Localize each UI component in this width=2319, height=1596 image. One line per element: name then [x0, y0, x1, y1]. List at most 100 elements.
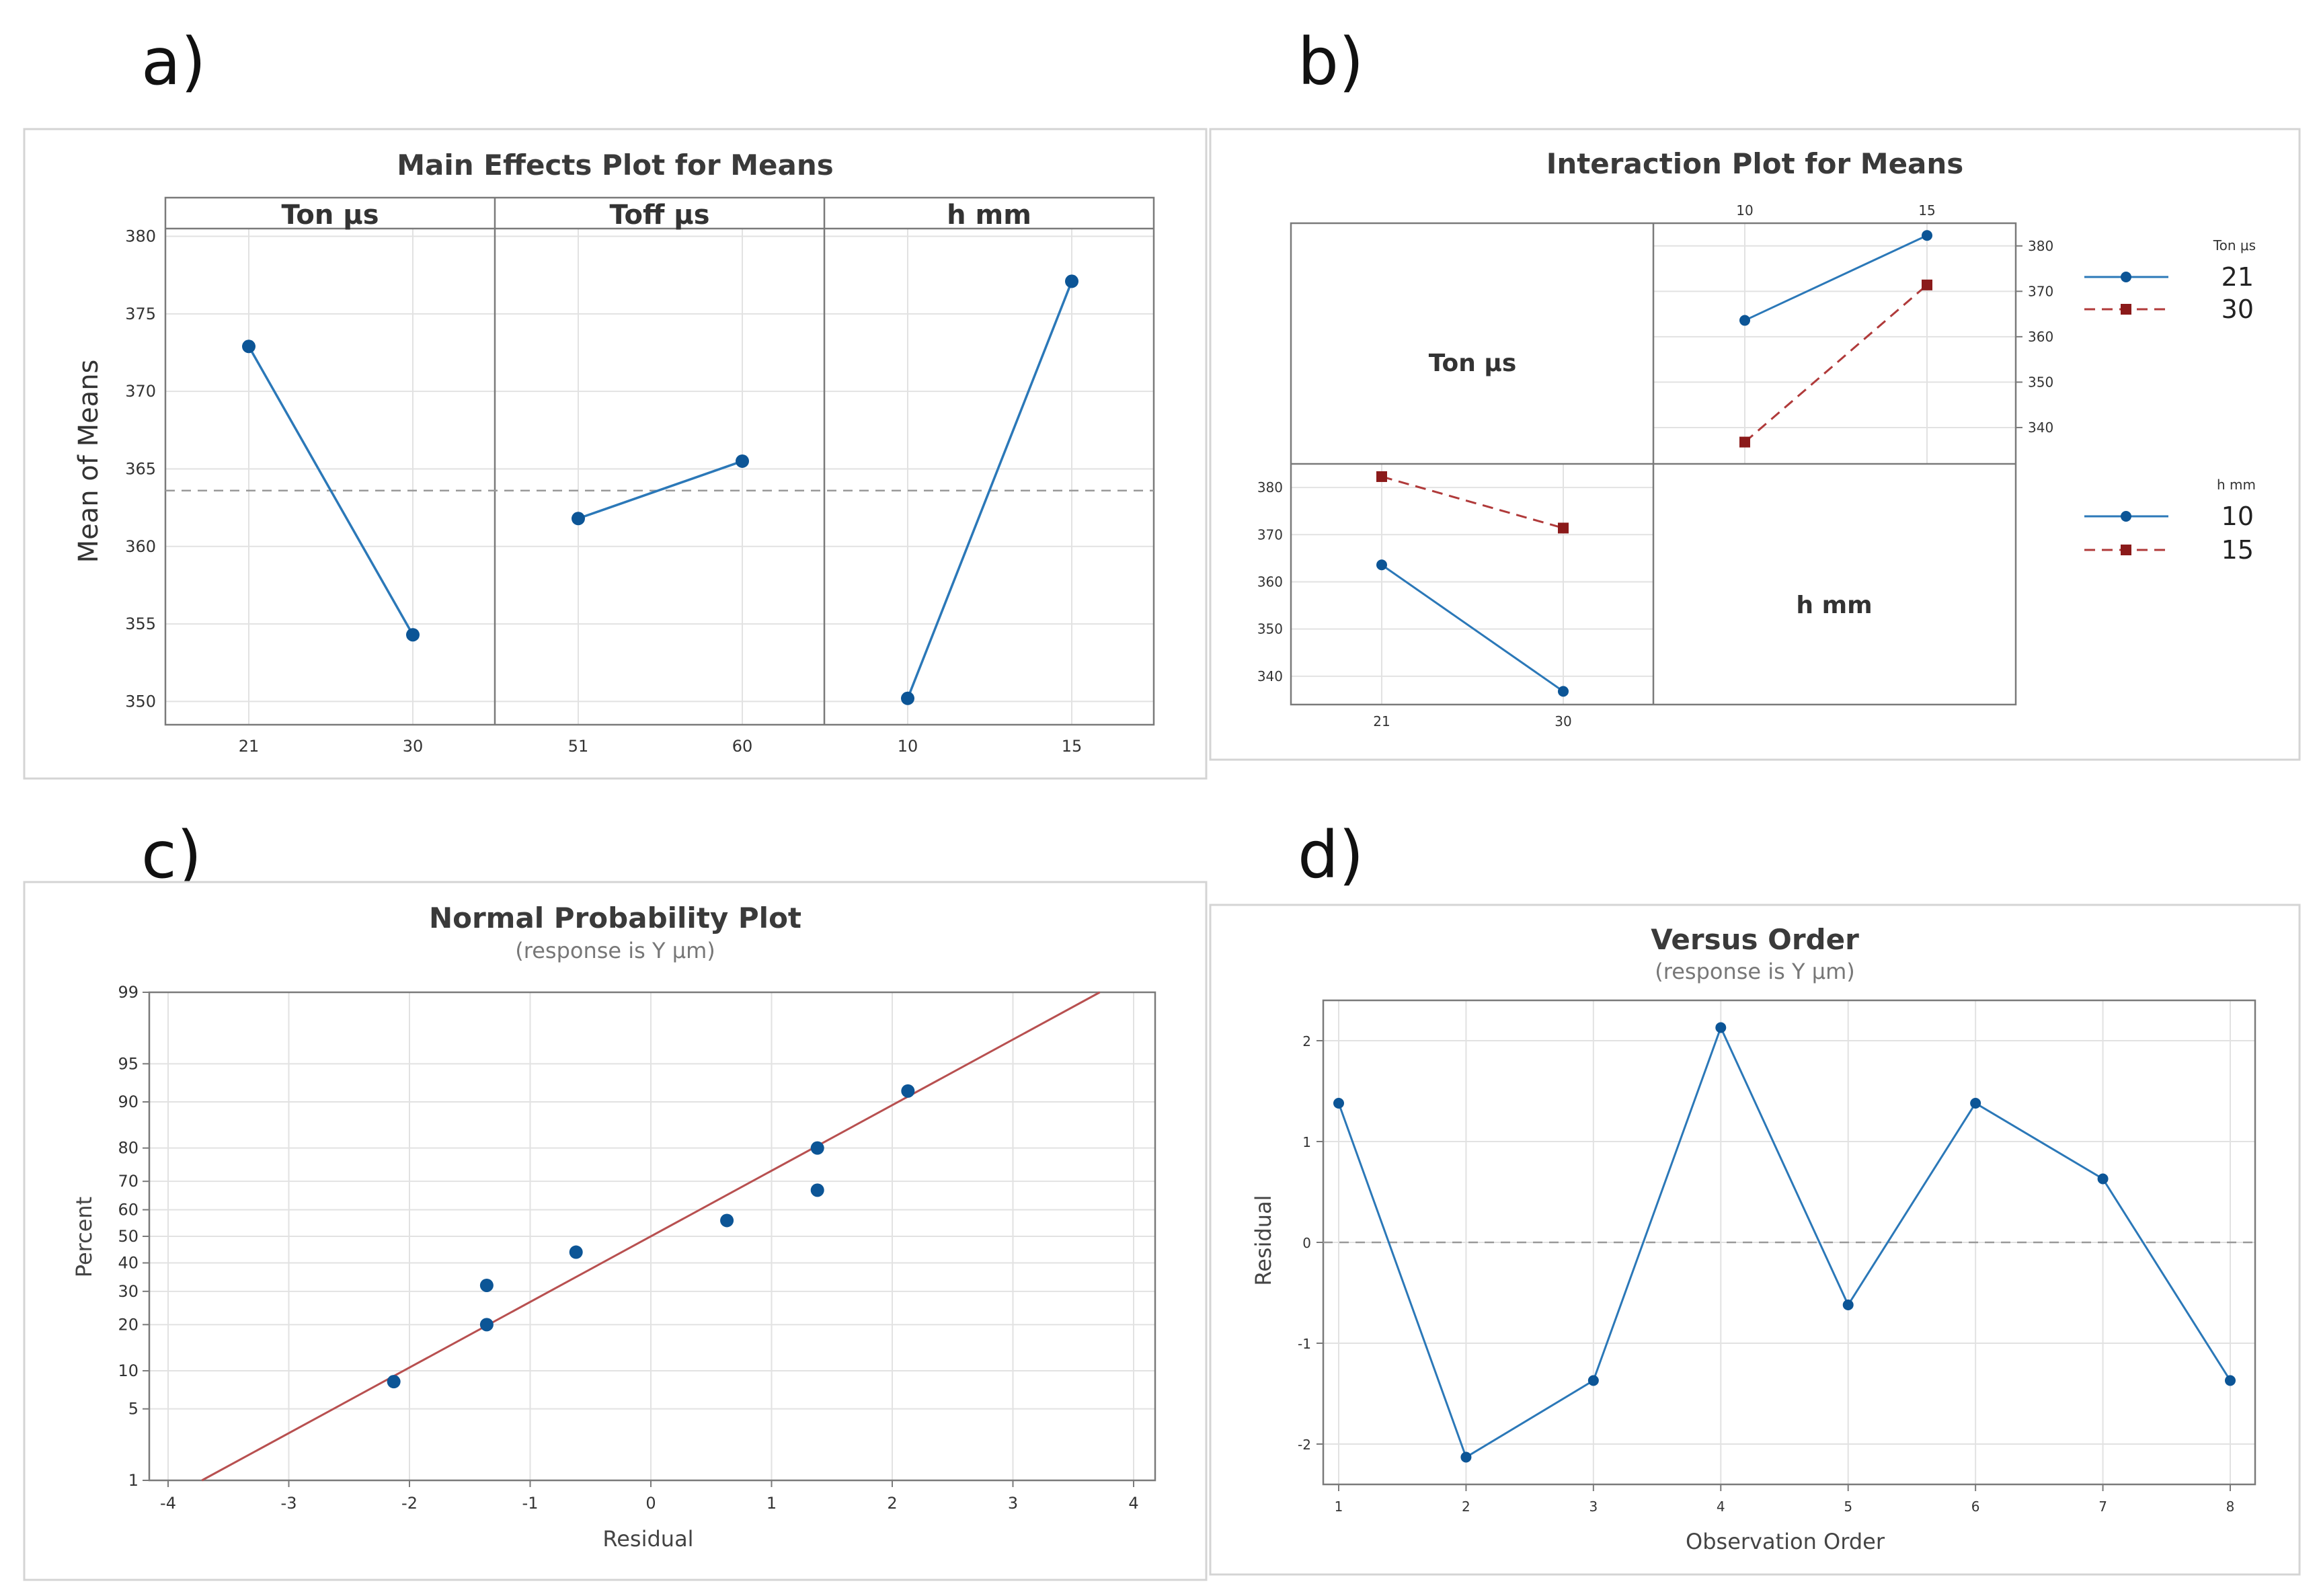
chart-b-tr-ytick-label: 360 [2028, 329, 2053, 345]
chart-a-point [406, 628, 420, 642]
panel-label-a: a) [141, 24, 206, 99]
chart-a-point [242, 340, 256, 354]
chart-d-subtitle: (response is Y μm) [1655, 959, 1854, 984]
chart-d-ytick-label: -2 [1298, 1437, 1311, 1453]
chart-a-xtick-label: 10 [898, 737, 918, 756]
diagonal-label-h: h mm [1796, 592, 1872, 619]
chart-d-ytick-label: 2 [1302, 1033, 1311, 1049]
chart-d-ylabel: Residual [1251, 1195, 1276, 1285]
chart-b-bl-series-line [1381, 563, 1564, 692]
chart-a-ylabel: Mean of Means [73, 360, 104, 563]
chart-b-bl-xtick-label: 21 [1373, 713, 1390, 729]
diagonal-label-ton: Ton μs [1429, 350, 1517, 377]
chart-b-tr-point [1739, 315, 1750, 326]
chart-a-point [1065, 274, 1078, 288]
chart-c-subtitle: (response is Y μm) [515, 938, 715, 963]
chart-c-point [387, 1375, 401, 1389]
chart-a-xtick-label: 30 [403, 737, 424, 756]
chart-d-point [1970, 1098, 1981, 1109]
chart-c-title: Normal Probability Plot [429, 902, 801, 934]
chart-c-ytick-label: 1 [128, 1471, 139, 1490]
chart-a-ytick-label: 375 [125, 305, 156, 323]
chart-c-point [479, 1278, 494, 1292]
chart-b-legend-marker [2121, 545, 2131, 555]
chart-b-tr-ytick-label: 340 [2028, 420, 2053, 436]
chart-d-title: Versus Order [1651, 923, 1859, 956]
chart-b-tr-ytick-label: 350 [2028, 374, 2053, 390]
chart-b-legend-label: 21 [2222, 262, 2254, 292]
chart-d-xtick-label: 5 [1844, 1499, 1852, 1515]
chart-a-ytick-label: 350 [125, 692, 156, 711]
chart-c-xtick-label: 0 [645, 1494, 656, 1513]
chart-a-point [736, 454, 749, 468]
chart-a-effect-line [578, 460, 743, 520]
chart-d-xtick-label: 3 [1589, 1499, 1598, 1515]
panel-c-frame [23, 881, 1208, 1581]
panel-label-b: b) [1298, 24, 1364, 99]
chart-c-ytick-label: 50 [118, 1227, 139, 1246]
chart-a-plot-border [164, 196, 1155, 726]
chart-b-bl-xtick-label: 30 [1555, 713, 1571, 729]
chart-b-bl-ytick-label: 380 [1257, 479, 1283, 495]
chart-b-bl-ytick-label: 370 [1257, 526, 1283, 543]
chart-c-xtick-label: 2 [887, 1494, 897, 1513]
chart-b-legend-label: 15 [2222, 535, 2254, 565]
facet-label-toff: Toff μs [609, 200, 709, 231]
chart-a-ytick-label: 370 [125, 382, 156, 401]
chart-d-point [2097, 1173, 2109, 1185]
chart-versus-order: Versus Order (response is Y μm) Observat… [1251, 923, 2256, 1554]
chart-c-ytick-label: 90 [118, 1092, 139, 1111]
chart-a-ytick-label: 380 [125, 227, 156, 246]
chart-c-ytick-label: 70 [118, 1172, 139, 1191]
chart-d-xtick-label: 7 [2098, 1499, 2107, 1515]
chart-d-xtick-label: 4 [1717, 1499, 1725, 1515]
chart-d-ytick-label: 1 [1302, 1134, 1311, 1150]
chart-d-ytick-label: -1 [1298, 1336, 1311, 1352]
chart-b-legend-marker [2121, 304, 2131, 315]
chart-b-bl-point [1376, 471, 1387, 482]
chart-c-point [569, 1245, 583, 1259]
chart-d-point [1460, 1451, 1472, 1463]
chart-b-bl-ytick-label: 350 [1257, 621, 1283, 637]
chart-c-ytick-label: 95 [118, 1054, 139, 1073]
chart-b-tr-xtick-label: 15 [1918, 202, 1935, 218]
panel-d-frame [1209, 904, 2301, 1576]
chart-c-xtick-label: -3 [281, 1494, 297, 1513]
chart-c-xtick-label: -4 [160, 1494, 176, 1513]
panel-label-c: c) [141, 817, 202, 893]
chart-c-point [810, 1183, 824, 1197]
chart-c-xtick-label: -2 [401, 1494, 418, 1513]
chart-c-ylabel: Percent [71, 1197, 97, 1277]
chart-c-xlabel: Residual [602, 1526, 693, 1552]
chart-b-bl-point [1376, 559, 1387, 571]
chart-d-point [1587, 1375, 1599, 1386]
chart-b-legend-label: 30 [2222, 294, 2254, 324]
chart-a-xtick-label: 51 [568, 737, 589, 756]
chart-a-effect-line [906, 280, 1073, 699]
chart-b-tr-point [1922, 279, 1932, 290]
chart-b-tr-xtick-label: 10 [1736, 202, 1753, 218]
panel-label-d: d) [1298, 817, 1364, 893]
chart-a-xtick-label: 60 [732, 737, 753, 756]
chart-interaction: Interaction Plot for Means Ton μs h mm 3… [1257, 147, 2256, 729]
chart-a-point [572, 512, 585, 526]
chart-a-ytick-label: 360 [125, 537, 156, 556]
chart-d-xlabel: Observation Order [1686, 1529, 1885, 1554]
chart-a-xtick-label: 21 [239, 737, 260, 756]
chart-d-xtick-label: 2 [1462, 1499, 1470, 1515]
chart-d-point [1842, 1300, 1854, 1310]
chart-normal-probability: Normal Probability Plot (response is Y μ… [71, 902, 1156, 1552]
chart-a-effect-line [247, 346, 414, 636]
chart-b-legend-marker [2121, 511, 2131, 522]
chart-c-ytick-label: 40 [118, 1254, 139, 1273]
chart-d-point [1715, 1022, 1727, 1033]
chart-c-fit-line [201, 991, 1101, 1482]
chart-b-bl-point [1558, 522, 1569, 534]
chart-b-tr-ytick-label: 380 [2028, 238, 2053, 254]
chart-d-xtick-label: 1 [1335, 1499, 1343, 1515]
chart-b-tr-series-line [1744, 284, 1928, 443]
chart-c-xtick-label: 3 [1008, 1494, 1018, 1513]
chart-d-xtick-label: 8 [2226, 1499, 2235, 1515]
chart-c-ytick-label: 99 [118, 983, 139, 1002]
